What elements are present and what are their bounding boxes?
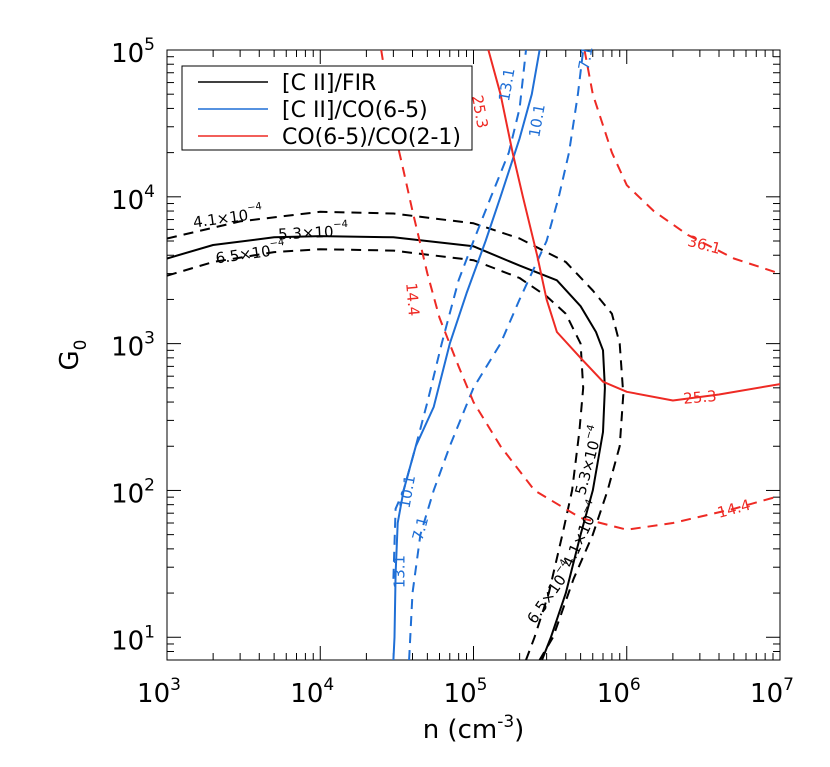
series-line-cii_co65-10.1 <box>392 50 541 660</box>
legend: [C II]/FIR[C II]/CO(6-5)CO(6-5)/CO(2-1) <box>181 65 473 151</box>
contour-label: 5.3×10−4 <box>277 219 348 243</box>
y-tick-label: 102 <box>111 475 155 509</box>
contour-label: 5.3×10−4 <box>569 423 607 496</box>
contour-label: 14.4 <box>715 495 752 521</box>
series-line-cii_fir-5.310 <box>167 235 606 660</box>
series-line-cii_co65-13.1 <box>392 50 527 579</box>
series-line-co_ratio-14.4 <box>380 50 780 531</box>
axes-text: n (cm-3) G0 103 104 105 106 107 101 102 103 104 1… <box>55 35 794 745</box>
x-tick-label: 104 <box>290 675 334 709</box>
contour-label: 10.1 <box>395 474 419 510</box>
series-line-cii_fir-4.110 <box>167 210 625 660</box>
contour-label: 13.1 <box>390 555 408 588</box>
contour-label: 25.3 <box>682 386 717 407</box>
x-tick-label: 107 <box>750 675 794 709</box>
contour-label: 25.3 <box>469 94 493 130</box>
y-tick-label: 105 <box>111 35 155 69</box>
contour-label: 13.1 <box>495 67 519 103</box>
series-layer <box>167 50 780 660</box>
y-tick-label: 103 <box>111 329 155 363</box>
y-axis-label: G0 <box>55 340 91 371</box>
contour-label: 14.4 <box>403 282 424 317</box>
x-tick-label: 103 <box>137 675 181 709</box>
x-tick-label: 105 <box>444 675 488 709</box>
series-line-co_ratio-36.1 <box>583 50 780 275</box>
y-tick-label: 101 <box>111 622 155 656</box>
series-line-co_ratio-25.3 <box>487 50 780 402</box>
contour-label: 7.1 <box>574 45 596 72</box>
contour-label: 10.1 <box>525 103 549 139</box>
y-tick-label: 104 <box>111 182 155 216</box>
legend-label: [C II]/CO(6-5) <box>282 98 428 123</box>
legend-label: [C II]/FIR <box>282 71 376 96</box>
contour-label: 36.1 <box>686 232 723 258</box>
contour-label: 7.1 <box>408 515 432 543</box>
contour-label: 4.1×10−4 <box>192 201 264 231</box>
legend-label: CO(6-5)/CO(2-1) <box>282 125 461 150</box>
series-line-cii_co65-7.1 <box>408 50 585 660</box>
axis-ticks <box>166 49 781 661</box>
x-axis-label: n (cm-3) <box>423 712 525 745</box>
series-line-cii_fir-6.510 <box>167 248 585 660</box>
x-tick-label: 106 <box>597 675 641 709</box>
